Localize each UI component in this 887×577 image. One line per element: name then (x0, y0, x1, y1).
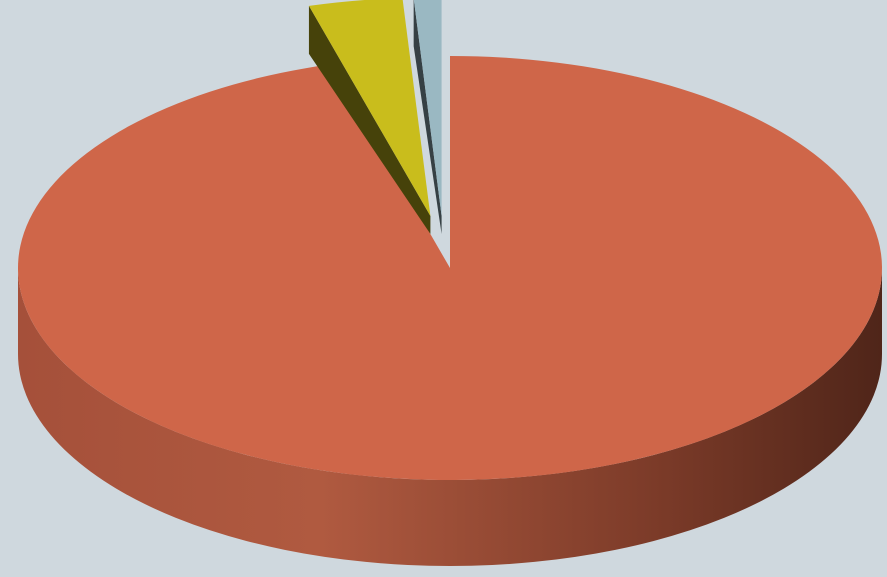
pie-slice-0-top (18, 56, 882, 480)
pie-slice-2-top (413, 0, 442, 216)
pie-slice-2-side (413, 0, 442, 234)
pie-slice-1-side (308, 5, 431, 234)
pie-slice-0-side (18, 268, 882, 566)
pie-slice-1-top (308, 0, 431, 216)
